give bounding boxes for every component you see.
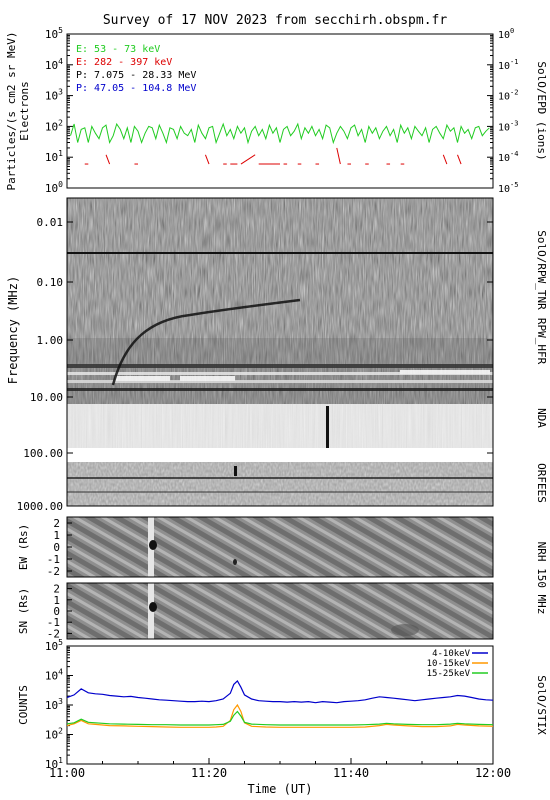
epd-instrument-label: SolO/EPD (ions) <box>535 61 548 160</box>
stix-series-line <box>67 710 493 726</box>
epd-y2-tick-label: 10-2 <box>498 89 518 103</box>
nrh-ew-y-ticks: 210-1-2 <box>47 517 72 578</box>
epd-y2-tick-label: 10-3 <box>498 119 518 133</box>
label-rpw-tnr: SolO/RPW_TNR <box>535 230 548 310</box>
nrh-instrument-label: NRH 150 MHz <box>535 542 548 615</box>
nrh-sn-source <box>149 602 157 612</box>
radio-y-tick-label: 10.00 <box>30 391 63 404</box>
epd-series-segment <box>336 147 341 165</box>
epd-y-tick-label: 104 <box>45 57 63 72</box>
stix-y-tick-label: 104 <box>45 668 63 683</box>
label-nda: NDA <box>535 408 548 428</box>
stix-y-tick-label: 105 <box>45 638 63 653</box>
figure-title: Survey of 17 NOV 2023 from secchirh.obsp… <box>103 13 448 28</box>
stix-y-tick-label: 103 <box>45 697 63 712</box>
epd-series-segment <box>105 154 111 165</box>
radio-y-tick-label: 1000.00 <box>17 500 63 513</box>
epd-y-tick-label: 103 <box>45 88 63 103</box>
orfees-burst <box>234 466 237 476</box>
stix-x-ticks: 11:00 11:20 11:40 12:00 <box>49 758 511 780</box>
stix-y-label: COUNTS <box>17 685 30 725</box>
radio-y-tick-label: 100.00 <box>23 447 63 460</box>
radio-y-tick-label: 0.01 <box>37 216 64 229</box>
epd-y-ticks: 100 101 102 103 104 105 <box>45 26 73 195</box>
epd-y2-tick-label: 100 <box>498 27 514 41</box>
epd-y-tick-label: 102 <box>45 118 63 133</box>
nrh-y-tick-label: 1 <box>53 594 60 607</box>
epd-y2-tick-label: 10-1 <box>498 58 518 72</box>
epd-y2-tick-label: 10-4 <box>498 150 518 164</box>
radio-y-ticks: 0.01 0.10 1.00 10.00 100.00 1000.00 <box>17 216 493 513</box>
epd-y2-ticks: 10-5 10-4 10-3 10-2 10-1 100 <box>487 27 518 195</box>
epd-legend-entry: E: 282 - 397 keV <box>76 57 172 68</box>
nrh-y-tick-label: 0 <box>53 605 60 618</box>
tnr-noise <box>67 198 493 338</box>
epd-legend: E: 53 - 73 keV E: 282 - 397 keV P: 7.075 -… <box>76 44 196 94</box>
nrh-y-tick-label: 0 <box>53 541 60 554</box>
stix-legend-label: 15-25keV <box>427 669 471 679</box>
nrh-sn-y-label: SN (Rs) <box>17 588 30 634</box>
epd-y-tick-label: 105 <box>45 26 63 41</box>
label-rpw-hfr: RPW_HFR <box>535 318 548 365</box>
stix-x-tick-label: 12:00 <box>475 766 511 780</box>
nrh-panel-ew: 210-1-2 EW (Rs) <box>17 516 494 578</box>
nrh-y-tick-label: -1 <box>47 553 60 566</box>
stix-y-tick-label: 102 <box>45 727 63 742</box>
stix-x-tick-label: 11:40 <box>333 766 369 780</box>
stix-series <box>67 680 493 728</box>
nda-noise <box>67 404 493 448</box>
nrh-panel-sn: 210-1-2 SN (Rs) <box>17 582 494 640</box>
type-iii-burst <box>111 298 301 386</box>
nrh-sn-y-ticks: 210-1-2 <box>47 583 72 640</box>
stix-y-tick-label: 101 <box>45 756 63 771</box>
epd-series-segment <box>204 154 210 165</box>
radio-gap <box>67 448 493 462</box>
epd-series-segment <box>442 154 448 165</box>
epd-y-tick-label: 100 <box>45 180 63 195</box>
label-orfees: ORFEES <box>535 463 548 503</box>
stix-x-label: Time (UT) <box>247 782 312 796</box>
epd-series-segment <box>240 154 256 165</box>
nrh-ew-source <box>149 540 157 550</box>
epd-y2-tick-label: 10-5 <box>498 181 518 195</box>
nda-burst <box>326 406 329 448</box>
stix-x-tick-label: 11:20 <box>191 766 227 780</box>
stix-x-tick-label: 11:00 <box>49 766 85 780</box>
orfees-noise <box>67 462 493 506</box>
stix-legend-label: 10-15keV <box>427 659 471 669</box>
epd-series <box>70 122 490 165</box>
epd-series-line <box>70 122 490 145</box>
radio-y-tick-label: 1.00 <box>37 334 64 347</box>
radio-panel: 0.01 0.10 1.00 10.00 100.00 1000.00 Frequency… <box>6 197 548 513</box>
stix-frame <box>66 645 494 765</box>
epd-legend-entry: P: 47.05 - 104.8 MeV <box>76 83 196 94</box>
epd-y-tick-label: 101 <box>45 149 63 164</box>
epd-frame <box>66 33 494 189</box>
stix-legend-label: 4-10keV <box>432 649 471 659</box>
nrh-y-tick-label: -2 <box>47 627 60 640</box>
stix-series-line <box>67 680 493 704</box>
nrh-y-tick-label: -1 <box>47 616 60 629</box>
epd-legend-entry: E: 53 - 73 keV <box>76 44 160 55</box>
nrh-y-tick-label: 1 <box>53 529 60 542</box>
epd-legend-entry: P: 7.075 - 28.33 MeV <box>76 70 196 81</box>
nrh-y-tick-label: 2 <box>53 583 60 596</box>
radio-y-label: Frequency (MHz) <box>6 276 20 384</box>
epd-y-label: Particles/(s cm2 sr MeV) <box>5 32 18 191</box>
hfr-bands <box>67 364 493 391</box>
radio-frame <box>66 197 494 507</box>
radio-y-tick-label: 0.10 <box>37 276 64 289</box>
nrh-ew-y-label: EW (Rs) <box>17 524 30 570</box>
stix-instrument-label: SolO/STIX <box>535 675 548 735</box>
stix-y-ticks: 101 102 103 104 105 <box>45 638 73 771</box>
nrh-y-tick-label: 2 <box>53 517 60 530</box>
epd-series-segment <box>457 154 462 165</box>
epd-y-label-2: Electrons <box>18 81 31 141</box>
nrh-y-tick-label: -2 <box>47 565 60 578</box>
